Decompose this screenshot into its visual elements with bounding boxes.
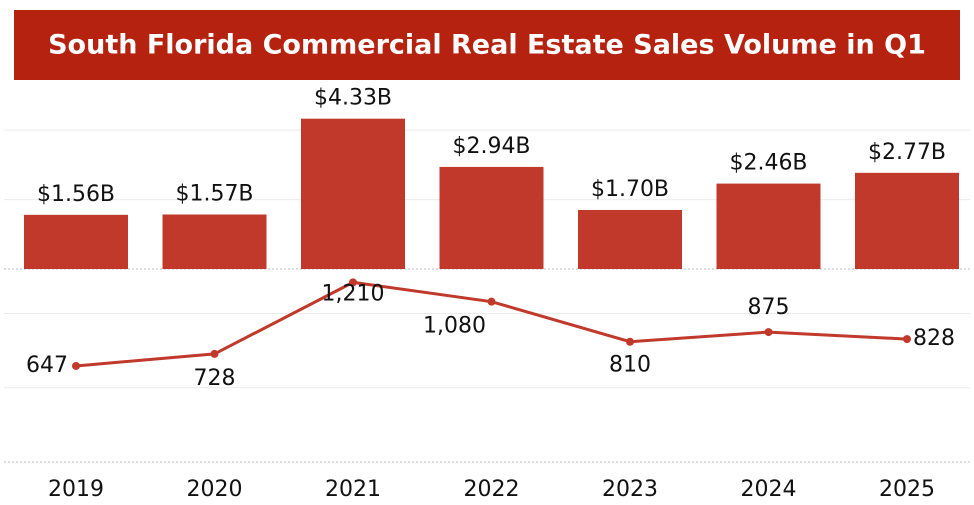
- bar: [716, 183, 821, 269]
- point: [210, 349, 219, 358]
- data-label: $1.70B: [591, 177, 669, 202]
- data-label: $4.33B: [314, 86, 392, 111]
- data-label: 1,210: [322, 281, 385, 306]
- point: [626, 337, 634, 346]
- data-label: 728: [194, 366, 236, 391]
- x-tick-label: 2025: [879, 477, 935, 502]
- data-label: $2.46B: [729, 151, 807, 176]
- point: [349, 278, 357, 287]
- data-label: $2.94B: [452, 134, 530, 159]
- data-label: 828: [913, 326, 955, 351]
- point: [764, 328, 773, 337]
- data-label: $2.77B: [868, 140, 946, 165]
- bar: [439, 166, 544, 269]
- x-tick-label: 2022: [464, 477, 520, 502]
- point: [903, 335, 911, 344]
- point: [72, 361, 80, 370]
- x-tick-label: 2023: [602, 477, 658, 502]
- bar: [24, 214, 128, 269]
- data-label: 1,080: [423, 314, 486, 339]
- data-label: 810: [609, 353, 651, 378]
- data-label: $1.57B: [175, 181, 253, 206]
- data-label: 647: [26, 353, 68, 378]
- bar: [162, 214, 267, 269]
- bar: [578, 209, 682, 269]
- data-label: 875: [748, 295, 790, 320]
- bar: [855, 172, 959, 269]
- point: [487, 297, 496, 306]
- x-tick-label: 2020: [187, 477, 243, 502]
- x-tick-label: 2019: [48, 477, 104, 502]
- x-tick-label: 2024: [741, 477, 797, 502]
- x-tick-label: 2021: [325, 477, 381, 502]
- title-band: [14, 10, 960, 80]
- chart-title: South Florida Commercial Real Estate Sal…: [48, 30, 926, 61]
- data-label: $1.56B: [37, 182, 115, 207]
- bar: [301, 118, 405, 269]
